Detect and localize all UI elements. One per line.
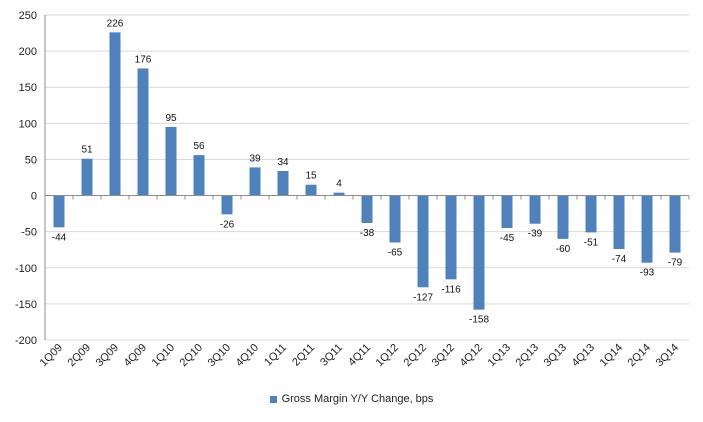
bar-2Q12 — [417, 195, 429, 288]
data-label-2Q09: 51 — [81, 145, 93, 156]
x-tick-label-1Q14: 1Q14 — [598, 342, 626, 370]
bar-4Q12 — [473, 195, 485, 310]
data-label-1Q11: 34 — [277, 157, 289, 168]
bar-chart: -200 -150 -100 -50 0 50 100 150 200 250 -44 51 226 1… — [15, 10, 690, 370]
bar-4Q11 — [361, 195, 373, 223]
y-tick-label: -100 — [15, 263, 37, 275]
x-tick-label-2Q11: 2Q11 — [290, 342, 317, 369]
bar-3Q11 — [333, 192, 345, 196]
data-label-4Q13: -51 — [584, 237, 599, 248]
bars — [53, 32, 681, 310]
bar-1Q09 — [53, 195, 65, 228]
data-label-2Q12: -127 — [413, 292, 433, 303]
y-tick-label: 0 — [31, 191, 37, 203]
data-label-3Q12: -116 — [441, 284, 461, 295]
x-tick-label-2Q10: 2Q10 — [178, 342, 206, 370]
x-tick-label-3Q10: 3Q10 — [206, 342, 234, 370]
y-tick-label: -200 — [15, 335, 37, 347]
data-label-2Q14: -93 — [640, 268, 655, 279]
data-label-2Q13: -39 — [528, 229, 543, 240]
legend-label: Gross Margin Y/Y Change, bps — [281, 393, 434, 406]
x-tick-label-3Q14: 3Q14 — [654, 342, 682, 370]
x-tick-label-1Q12: 1Q12 — [374, 342, 402, 370]
x-tick-label-4Q13: 4Q13 — [570, 342, 598, 370]
x-tick-label-1Q10: 1Q10 — [150, 342, 178, 370]
bar-3Q12 — [445, 195, 457, 280]
data-label-3Q14: -79 — [668, 258, 683, 269]
y-tick-label: 100 — [19, 118, 37, 130]
y-tick-label: 50 — [25, 154, 37, 166]
bar-1Q10 — [165, 126, 177, 196]
x-tick-label-2Q12: 2Q12 — [402, 342, 430, 370]
data-label-1Q13: -45 — [500, 233, 515, 244]
data-label-2Q10: 56 — [193, 141, 205, 152]
x-tick-label-4Q12: 4Q12 — [458, 342, 486, 370]
bar-3Q10 — [221, 195, 233, 215]
data-label-1Q12: -65 — [388, 248, 403, 259]
legend-swatch — [269, 395, 277, 403]
bar-3Q09 — [109, 32, 121, 196]
x-tick-label-2Q09: 2Q09 — [66, 342, 94, 370]
x-tick-label-3Q12: 3Q12 — [430, 342, 458, 370]
x-tick-label-1Q09: 1Q09 — [38, 342, 66, 370]
x-tick-label-3Q13: 3Q13 — [542, 342, 570, 370]
data-label-4Q12: -158 — [469, 315, 489, 326]
bar-1Q12 — [389, 195, 401, 243]
bar-2Q10 — [193, 155, 205, 196]
bar-3Q14 — [669, 195, 681, 253]
data-label-1Q09: -44 — [52, 232, 67, 243]
y-tick-label: -50 — [21, 227, 37, 239]
data-label-4Q11: -38 — [360, 228, 375, 239]
data-label-2Q11: 15 — [305, 171, 317, 182]
x-tick-label-3Q11: 3Q11 — [318, 342, 345, 369]
x-tick-label-1Q11: 1Q11 — [262, 342, 289, 369]
y-axis: -200 -150 -100 -50 0 50 100 150 200 250 — [15, 10, 46, 347]
data-label-3Q13: -60 — [556, 244, 571, 255]
x-tick-label-4Q09: 4Q09 — [122, 342, 150, 370]
x-tick-label-2Q14: 2Q14 — [626, 342, 654, 370]
bar-2Q14 — [641, 195, 653, 263]
y-tick-label: 150 — [19, 82, 37, 94]
data-label-3Q10: -26 — [220, 219, 235, 230]
bar-2Q09 — [81, 158, 93, 196]
x-tick-label-2Q13: 2Q13 — [514, 342, 542, 370]
y-tick-label: 250 — [19, 10, 37, 22]
x-tick-label-3Q09: 3Q09 — [94, 342, 122, 370]
bar-4Q13 — [585, 195, 597, 233]
bar-2Q13 — [529, 195, 541, 224]
bar-1Q11 — [277, 171, 289, 196]
data-label-1Q10: 95 — [165, 113, 177, 124]
data-labels: -44 51 226 176 95 56 -26 39 34 15 4 -38 -65 -127 -116 -… — [52, 18, 683, 325]
data-label-3Q11: 4 — [336, 179, 342, 190]
bar-2Q11 — [305, 184, 317, 196]
data-label-1Q14: -74 — [612, 254, 627, 265]
bar-3Q13 — [557, 195, 569, 239]
x-tick-label-4Q10: 4Q10 — [234, 342, 262, 370]
y-tick-label: -150 — [15, 299, 37, 311]
bar-1Q13 — [501, 195, 513, 229]
data-label-3Q09: 226 — [107, 18, 124, 29]
data-label-4Q09: 176 — [135, 54, 152, 65]
bar-4Q10 — [249, 167, 261, 196]
data-label-4Q10: 39 — [249, 153, 261, 164]
bar-4Q09 — [137, 68, 149, 196]
x-tick-label-1Q13: 1Q13 — [486, 342, 514, 370]
y-tick-label: 200 — [19, 46, 37, 58]
bar-1Q14 — [613, 195, 625, 249]
legend: Gross Margin Y/Y Change, bps — [0, 393, 703, 405]
x-tick-label-4Q11: 4Q11 — [346, 342, 373, 369]
